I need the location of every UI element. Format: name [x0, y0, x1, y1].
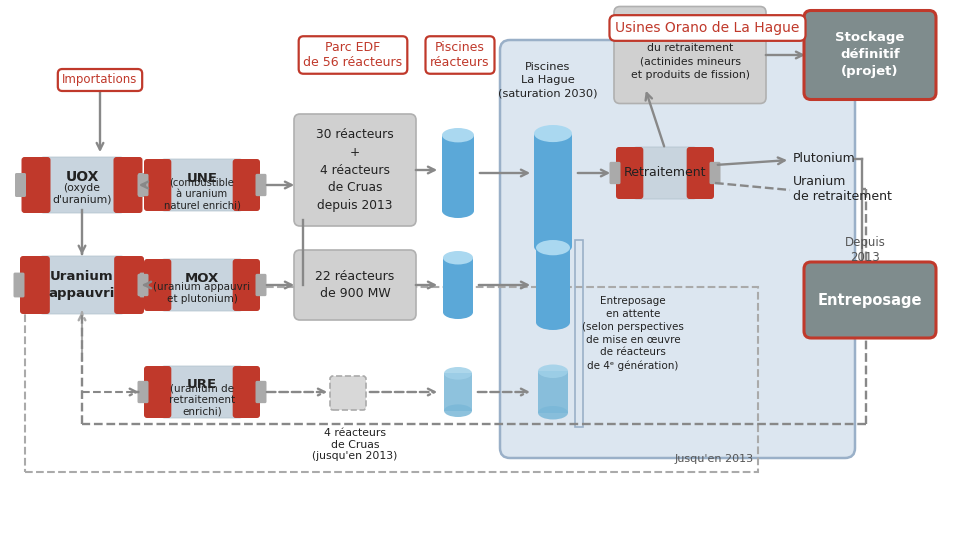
Ellipse shape	[443, 251, 473, 265]
FancyBboxPatch shape	[232, 159, 260, 211]
Text: Uranium
de retraitement: Uranium de retraitement	[793, 175, 892, 203]
Ellipse shape	[444, 367, 472, 380]
Text: (oxyde
d'uranium): (oxyde d'uranium)	[52, 183, 112, 205]
FancyBboxPatch shape	[804, 262, 936, 338]
FancyBboxPatch shape	[22, 157, 51, 213]
Text: 4 réacteurs
de Cruas
(jusqu'en 2013): 4 réacteurs de Cruas (jusqu'en 2013)	[313, 428, 398, 461]
Ellipse shape	[442, 204, 474, 218]
FancyBboxPatch shape	[256, 174, 267, 196]
FancyBboxPatch shape	[139, 273, 151, 298]
FancyBboxPatch shape	[14, 273, 24, 298]
Text: MOX: MOX	[185, 272, 220, 285]
Text: Entreposage: Entreposage	[817, 293, 922, 307]
Ellipse shape	[444, 404, 472, 417]
FancyBboxPatch shape	[166, 282, 239, 302]
Text: URE: URE	[187, 377, 217, 390]
Text: Uranium: Uranium	[50, 271, 114, 284]
Text: Retraitement: Retraitement	[623, 166, 707, 179]
FancyBboxPatch shape	[256, 274, 267, 296]
Ellipse shape	[442, 128, 474, 143]
FancyBboxPatch shape	[144, 259, 172, 311]
Ellipse shape	[538, 406, 568, 420]
FancyBboxPatch shape	[610, 162, 620, 184]
Bar	[534, 133, 572, 246]
Text: Depuis
2013: Depuis 2013	[845, 236, 886, 264]
Text: (uranium appauvri
et plutonium): (uranium appauvri et plutonium)	[154, 282, 251, 304]
Text: Parc EDF
de 56 réacteurs: Parc EDF de 56 réacteurs	[304, 41, 403, 69]
FancyBboxPatch shape	[166, 181, 239, 202]
FancyBboxPatch shape	[637, 170, 693, 190]
FancyBboxPatch shape	[44, 281, 121, 304]
Text: Importations: Importations	[63, 73, 137, 86]
FancyBboxPatch shape	[44, 181, 120, 204]
Ellipse shape	[443, 306, 473, 319]
Text: 22 réacteurs
de 900 MW: 22 réacteurs de 900 MW	[316, 270, 395, 300]
Ellipse shape	[536, 240, 570, 255]
Text: Entreposage
en attente
(selon perspectives
de mise en œuvre
de réacteurs
de 4ᵉ g: Entreposage en attente (selon perspectiv…	[582, 296, 684, 371]
Ellipse shape	[534, 238, 572, 255]
Bar	[444, 373, 472, 411]
Text: Usines Orano de La Hague: Usines Orano de La Hague	[615, 21, 800, 35]
Text: Piscines
réacteurs: Piscines réacteurs	[430, 41, 490, 69]
FancyBboxPatch shape	[232, 366, 260, 418]
FancyBboxPatch shape	[633, 147, 697, 199]
FancyBboxPatch shape	[687, 147, 714, 199]
FancyBboxPatch shape	[137, 274, 149, 296]
FancyBboxPatch shape	[294, 250, 416, 320]
FancyBboxPatch shape	[137, 381, 149, 403]
FancyBboxPatch shape	[162, 159, 243, 211]
FancyBboxPatch shape	[144, 366, 172, 418]
Bar	[25, 287, 758, 472]
FancyBboxPatch shape	[166, 389, 239, 409]
FancyBboxPatch shape	[15, 173, 26, 197]
Text: UOX: UOX	[66, 170, 99, 184]
Text: appauvri: appauvri	[49, 287, 116, 300]
FancyBboxPatch shape	[710, 162, 720, 184]
FancyBboxPatch shape	[162, 366, 243, 418]
FancyBboxPatch shape	[40, 256, 124, 314]
Text: (combustible
à uranium
naturel enrichi): (combustible à uranium naturel enrichi)	[164, 178, 240, 211]
Text: (uranium de
retraitement
enrichi): (uranium de retraitement enrichi)	[169, 383, 235, 416]
FancyBboxPatch shape	[500, 40, 855, 458]
FancyBboxPatch shape	[20, 256, 50, 314]
FancyBboxPatch shape	[614, 6, 766, 104]
Bar	[536, 248, 570, 322]
Text: Jusqu'en 2013: Jusqu'en 2013	[675, 454, 754, 464]
FancyBboxPatch shape	[137, 174, 149, 196]
FancyBboxPatch shape	[256, 381, 267, 403]
Text: Déchets
du retraitement
(actinides mineurs
et produits de fission): Déchets du retraitement (actinides mineu…	[630, 30, 750, 80]
FancyBboxPatch shape	[144, 159, 172, 211]
Text: UNE: UNE	[186, 172, 218, 185]
FancyBboxPatch shape	[162, 259, 243, 311]
Text: Piscines
La Hague
(saturation 2030): Piscines La Hague (saturation 2030)	[498, 62, 598, 98]
Ellipse shape	[536, 315, 570, 330]
Bar	[443, 258, 473, 312]
FancyBboxPatch shape	[232, 259, 260, 311]
Text: 30 réacteurs
+
4 réacteurs
de Cruas
depuis 2013: 30 réacteurs + 4 réacteurs de Cruas depu…	[317, 129, 394, 212]
FancyBboxPatch shape	[40, 157, 123, 213]
FancyBboxPatch shape	[114, 157, 142, 213]
Ellipse shape	[538, 364, 568, 378]
Bar	[442, 135, 474, 211]
Text: Stockage
définitif
(projet): Stockage définitif (projet)	[835, 31, 905, 78]
FancyBboxPatch shape	[330, 376, 366, 410]
FancyBboxPatch shape	[114, 256, 144, 314]
FancyBboxPatch shape	[294, 114, 416, 226]
FancyBboxPatch shape	[138, 173, 149, 197]
Ellipse shape	[534, 125, 572, 142]
Text: Plutonium: Plutonium	[793, 152, 856, 165]
FancyBboxPatch shape	[616, 147, 643, 199]
Bar	[538, 372, 568, 413]
FancyBboxPatch shape	[804, 10, 936, 99]
